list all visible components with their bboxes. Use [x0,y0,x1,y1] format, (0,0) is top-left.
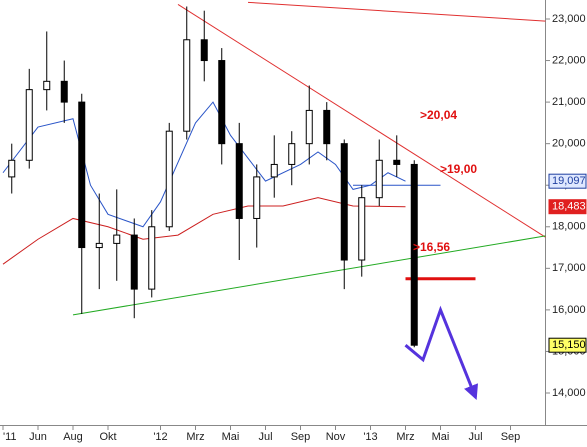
y-tick-label: 21,000 [552,96,586,108]
candle-body [183,39,191,132]
x-tick-label: Sep [291,431,311,443]
x-tick-label: Mrz [186,431,204,443]
x-tick-label: Sep [501,431,521,443]
y-tick-label: 22,000 [552,54,586,66]
candle-body [410,163,418,346]
x-tick-label: Mai [432,431,450,443]
plot-area [0,0,545,425]
y-tick-label: 20,000 [552,138,586,150]
y-tick-label: 18,000 [552,221,586,233]
line [2,197,406,265]
x-tick-label: Jun [29,431,47,443]
candle-body [60,80,68,103]
line [404,305,478,400]
candle-body [148,226,156,290]
price-label-box [548,199,587,215]
y-tick-label: 16,000 [552,304,586,316]
candle-body [270,163,278,178]
line [247,1,546,22]
y-tick-label: 14,000 [552,387,586,399]
candle-body [375,159,383,199]
candle-body [218,60,226,145]
price-label-box [548,173,587,189]
y-tick-label: 17,000 [552,262,586,274]
x-tick-label: Okt [99,431,116,443]
x-tick-label: Mrz [396,431,414,443]
candle-body [43,80,51,91]
candle-body [95,242,103,249]
price-label: 18,483 [552,201,586,213]
line [72,235,546,316]
price-label-box [548,337,587,353]
x-tick-label: '13 [363,431,377,443]
candle-body [288,143,296,165]
candle-body [323,109,331,145]
candle-body [340,143,348,261]
annotation: >20,04 [420,108,457,122]
x-tick-label: Jul [258,431,272,443]
candle-body [393,159,401,165]
candle-body [8,159,16,178]
candle-body [130,234,138,290]
candle-body [235,143,243,219]
line [177,4,546,238]
x-tick-label: Nov [326,431,346,443]
x-tick-label: '12 [153,431,167,443]
candle-body [200,39,208,62]
annotation: >16,56 [413,240,450,254]
price-label: 19,097 [552,175,586,187]
candle-body [253,176,261,219]
y-tick-label: 23,000 [552,13,586,25]
x-tick-label: Aug [63,431,83,443]
annotation: >19,00 [440,162,477,176]
x-tick-label: Mai [222,431,240,443]
x-tick-label: Jul [468,431,482,443]
x-tick-label: '11 [3,431,17,443]
price-label: 15,150 [552,339,586,351]
candle-body [25,89,33,161]
candle-body [358,197,366,261]
candle-body [165,130,173,228]
candle-body [78,101,86,249]
candle-body [305,109,313,145]
candle-body [113,234,121,244]
